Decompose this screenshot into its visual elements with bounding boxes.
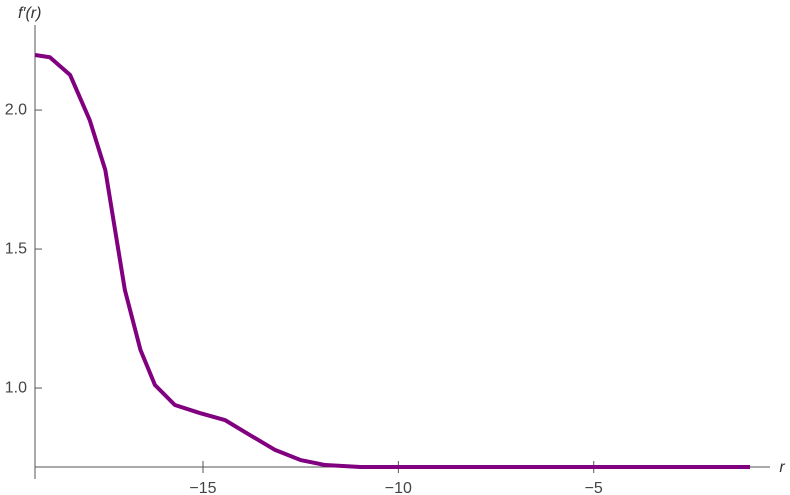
y-tick-label: 1.5 xyxy=(5,240,27,257)
x-axis-label: r xyxy=(779,459,785,476)
y-tick-label: 1.0 xyxy=(5,379,27,396)
y-axis-label: f′(r) xyxy=(18,5,41,22)
y-tick-label: 2.0 xyxy=(5,101,27,118)
line-series xyxy=(34,53,750,469)
x-tick-label: −10 xyxy=(385,480,412,495)
x-tick-label: −15 xyxy=(189,480,216,495)
x-tick-label: −5 xyxy=(585,480,603,495)
